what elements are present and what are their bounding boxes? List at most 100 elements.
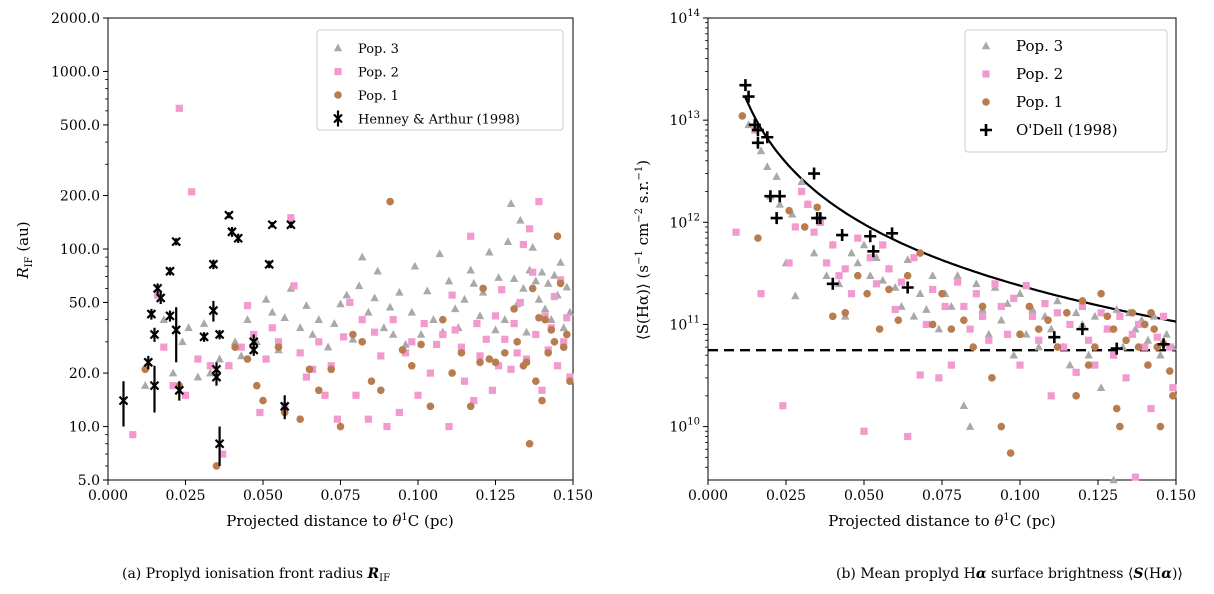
y-tick-label: 50.0 [69, 295, 100, 311]
panel-b-halpha-surface-brightness: 0.000 0.025 0.050 0.075 0.100 0.125 0.150 1010… [634, 8, 1196, 582]
y-tick-label: 200.0 [60, 189, 100, 205]
data-point [231, 343, 239, 351]
data-point [476, 352, 484, 360]
data-point [534, 294, 544, 303]
data-point [988, 374, 996, 382]
data-point [1143, 335, 1153, 344]
data-point [1141, 320, 1149, 329]
data-point [494, 273, 503, 281]
data-point [296, 323, 305, 332]
data-point [922, 320, 930, 329]
data-point [531, 276, 540, 285]
data-point [243, 315, 252, 323]
data-point [199, 332, 209, 342]
data-point [935, 374, 943, 382]
series-circle [141, 197, 574, 470]
data-point [1166, 343, 1174, 351]
data-point [1072, 368, 1080, 376]
data-point [279, 395, 290, 420]
data-point [358, 338, 367, 346]
data-point [451, 304, 460, 313]
legend-item: Pop. 3 [981, 37, 1063, 55]
data-point [501, 335, 509, 343]
data-point [788, 209, 797, 218]
data-point [491, 325, 500, 334]
data-point [1144, 361, 1152, 369]
data-point [416, 329, 426, 338]
data-point [1128, 330, 1136, 338]
series-circle [738, 112, 1177, 457]
data-point [1091, 343, 1099, 351]
data-point [532, 377, 540, 386]
data-point [1159, 312, 1168, 320]
data-point [1078, 297, 1087, 305]
panel-a-ionisation-front-radius: 0.000 0.025 0.050 0.075 0.100 0.125 0.150 5.0 1… [14, 11, 593, 584]
data-point [444, 276, 454, 285]
data-point [178, 337, 187, 346]
data-point [1116, 312, 1124, 320]
data-point [206, 362, 214, 370]
data-point [1047, 392, 1055, 400]
data-point [938, 289, 946, 298]
data-point [503, 237, 513, 245]
data-point [841, 309, 850, 317]
legend-marker [981, 41, 991, 50]
data-point [141, 381, 150, 389]
data-point [333, 415, 341, 423]
data-point [563, 314, 571, 322]
legend-label: Pop. 2 [1016, 65, 1063, 83]
data-point [540, 304, 550, 313]
data-point [954, 278, 962, 286]
data-point [966, 325, 974, 333]
legend-item: Pop. 2 [982, 65, 1063, 83]
data-point [1165, 367, 1174, 375]
data-point [822, 271, 831, 280]
data-point [445, 422, 453, 431]
data-point [1157, 338, 1170, 351]
x-tick-label: 0.150 [1156, 488, 1196, 504]
data-point [553, 232, 562, 241]
data-point [346, 298, 354, 307]
data-point [1147, 405, 1155, 413]
data-point [960, 302, 968, 311]
data-point [1096, 383, 1106, 392]
data-point [550, 292, 558, 301]
data-point [991, 280, 999, 288]
data-point [894, 316, 903, 325]
data-point [1122, 374, 1130, 382]
data-point [149, 327, 160, 342]
data-point [1016, 361, 1024, 369]
y-tick-label: 20.0 [69, 366, 100, 382]
data-point [225, 362, 233, 370]
data-point [233, 233, 243, 244]
legend-item: Pop. 1 [334, 89, 399, 104]
data-point [901, 281, 914, 294]
legend-label: Henney & Arthur (1998) [358, 113, 520, 128]
data-point [457, 343, 465, 351]
legend-item: Henney & Arthur (1998) [333, 110, 520, 128]
data-point [476, 358, 484, 367]
data-point [280, 313, 289, 322]
data-point [1112, 305, 1121, 313]
data-point [841, 265, 849, 273]
data-point [863, 289, 871, 298]
data-point [485, 247, 494, 256]
data-point [1131, 324, 1140, 333]
data-point [1109, 475, 1118, 484]
data-point [537, 267, 547, 276]
x-tick-label: 0.050 [243, 488, 283, 504]
data-point [321, 391, 329, 399]
data-point [1066, 320, 1074, 329]
data-point [327, 365, 336, 374]
data-point [146, 308, 157, 320]
data-point [426, 402, 435, 411]
data-point [1060, 343, 1068, 351]
data-point [859, 240, 869, 249]
data-point [1034, 325, 1043, 333]
legend-marker [980, 124, 992, 136]
data-point [509, 274, 519, 283]
y-tick-label: 10.0 [69, 420, 100, 436]
data-point [252, 381, 261, 390]
data-point [243, 301, 252, 310]
data-point [383, 422, 391, 431]
